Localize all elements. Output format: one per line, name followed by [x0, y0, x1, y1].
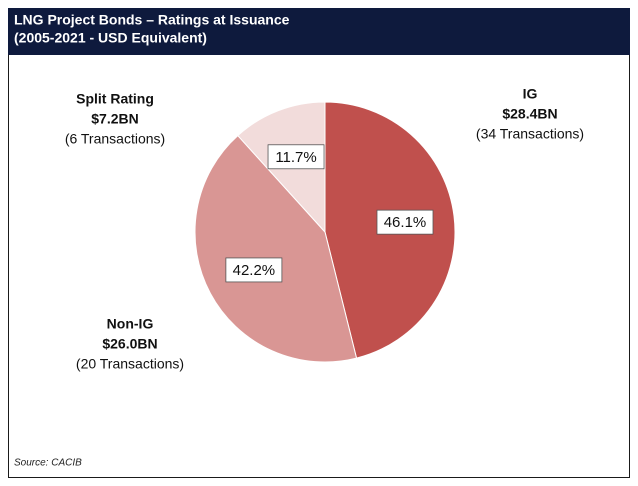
legend-label: IG	[523, 86, 538, 102]
pie-slice	[194, 134, 358, 363]
chart-title: LNG Project Bonds – Ratings at Issuance	[14, 12, 290, 28]
legend-label: Non-IG	[107, 316, 154, 332]
value-label-box	[267, 144, 325, 170]
value-label: 11.7%	[275, 149, 316, 166]
value-label-box	[376, 209, 434, 235]
legend-label: Split Rating	[76, 91, 154, 107]
header	[8, 8, 630, 55]
source: Source: CACIB	[14, 458, 82, 469]
transactions-label: (34 Transactions)	[476, 126, 584, 142]
chart-subtitle: (2005-2021 - USD Equivalent)	[14, 30, 207, 46]
value-label-box	[225, 257, 283, 283]
amount-label: $28.4BN	[502, 106, 557, 122]
amount-label: $7.2BN	[91, 111, 138, 127]
transactions-label: (20 Transactions)	[76, 356, 184, 372]
value-label: 46.1%	[384, 214, 427, 231]
value-label: 42.2%	[233, 262, 276, 279]
amount-label: $26.0BN	[102, 336, 157, 352]
transactions-label: (6 Transactions)	[65, 131, 165, 147]
